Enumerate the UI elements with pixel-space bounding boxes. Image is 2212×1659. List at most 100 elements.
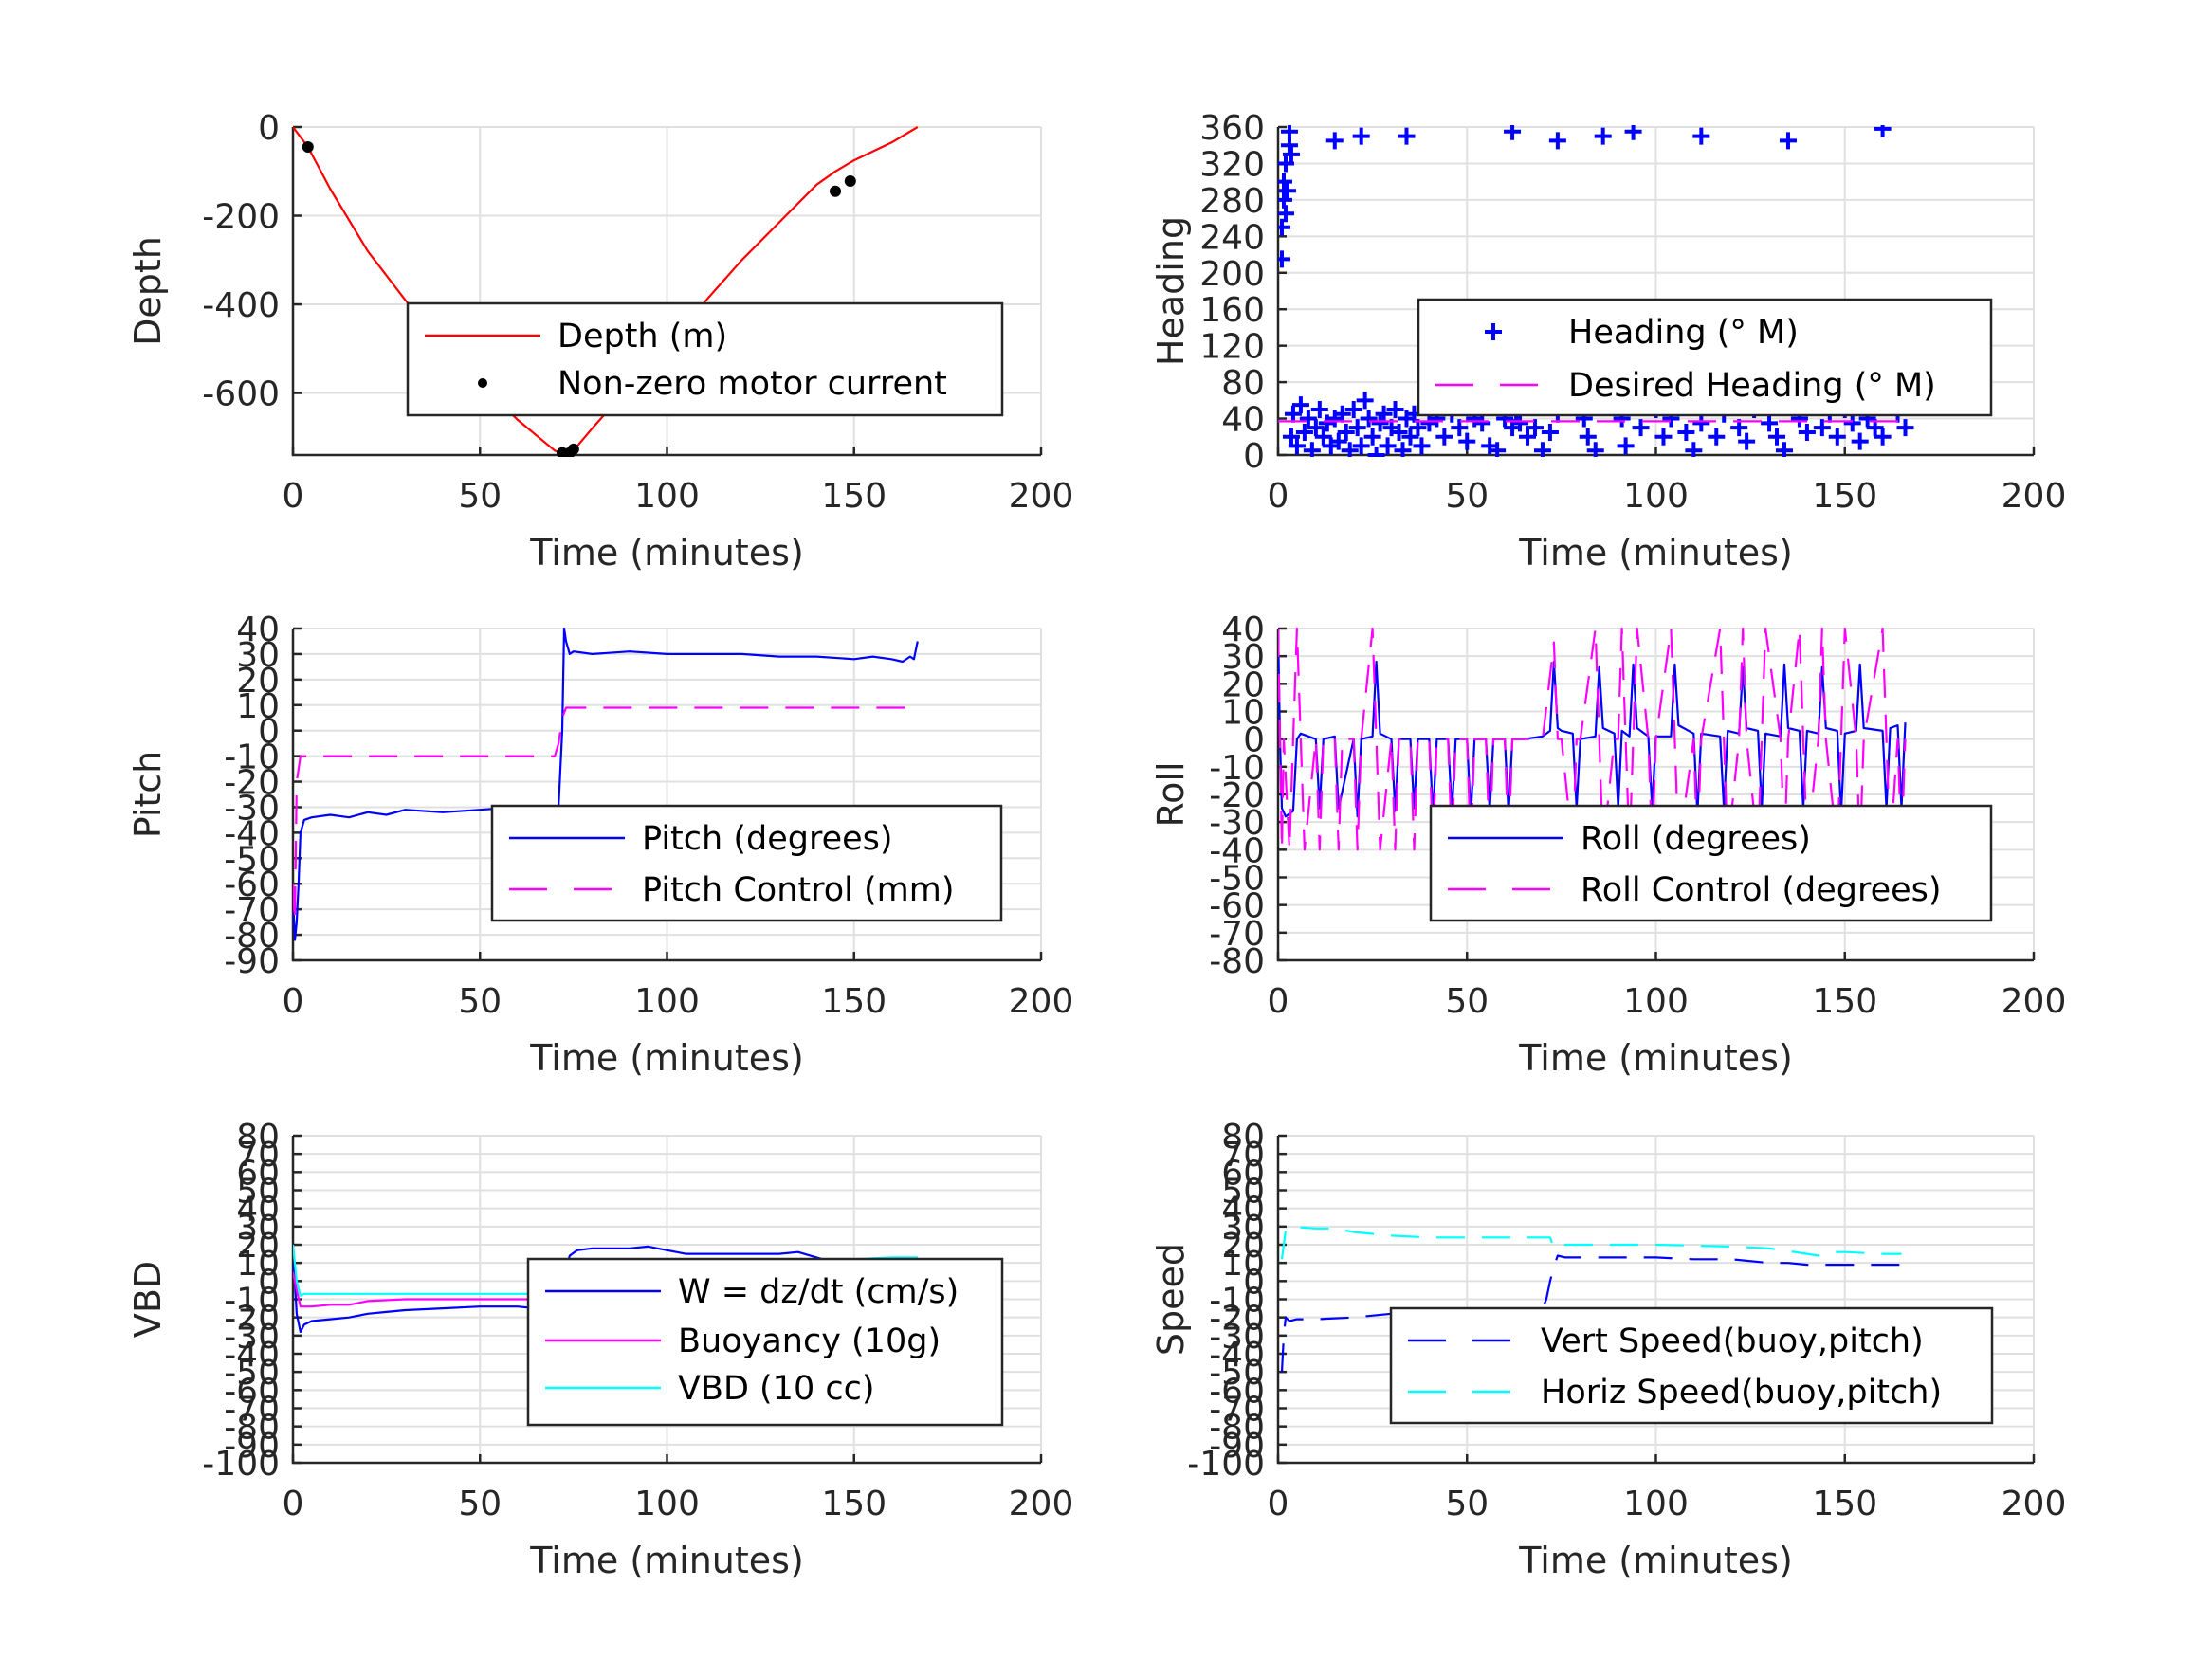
y-tick-label: 360 [1199, 109, 1265, 148]
y-tick-label: -80 [224, 917, 280, 956]
speed-plot-area [1280, 1225, 1907, 1373]
legend-box [1417, 298, 1993, 417]
y-tick-label: 10 [236, 1245, 280, 1284]
pitch-subplot: 0 50 100 150 200403020100-10-20-30-40-50-60-… [127, 611, 1073, 1079]
depth-series-1-point [830, 185, 842, 197]
heading-series-0-point [1360, 410, 1378, 428]
heading-series-0-point [1504, 125, 1522, 140]
heading-series-0-point [1299, 410, 1317, 428]
heading-series-0-point [1768, 428, 1786, 446]
x-tick-label: 200 [1009, 477, 1074, 516]
depth-legend: Depth (m) Non-zero motor current [406, 301, 1004, 417]
y-tick-label: 0 [1243, 1263, 1265, 1302]
x-tick-label: 50 [458, 982, 502, 1021]
depth-series-1-point [567, 443, 579, 455]
legend-marker [1485, 323, 1502, 340]
x-tick-label: 150 [821, 982, 887, 1021]
heading-series-0-point [1435, 428, 1453, 446]
heading-series-0-point [1401, 428, 1419, 446]
legend-box [490, 804, 1003, 922]
y-tick-label: -40 [224, 1336, 280, 1375]
y-tick-label: -60 [224, 866, 280, 904]
heading-series-0-point [1329, 432, 1347, 450]
y-tick-label: 120 [1199, 328, 1265, 367]
y-tick-label: 40 [1221, 401, 1265, 440]
x-tick-label: 50 [1445, 982, 1489, 1021]
x-tick-label: 150 [821, 477, 887, 516]
y-tick-label: -60 [1209, 1372, 1265, 1411]
heading-series-0-point [1813, 419, 1831, 437]
heading-series-0-point [1352, 127, 1370, 145]
x-tick-label: 100 [1623, 477, 1689, 516]
x-tick-label: 0 [1268, 1485, 1289, 1523]
heading-series-0-point [1278, 218, 1290, 236]
heading-y-axis-label: Heading [1150, 216, 1192, 366]
y-tick-label: 280 [1199, 182, 1265, 221]
depth-plot-area [293, 126, 919, 457]
y-tick-label: -50 [1209, 1354, 1265, 1393]
heading-series-0-point [1874, 428, 1892, 446]
x-tick-label: 100 [634, 982, 700, 1021]
x-tick-label: 0 [283, 1485, 304, 1523]
depth-series-1-point [844, 175, 856, 188]
speed-x-axis-label: Time (minutes) [1518, 1540, 1793, 1581]
vbd-x-axis-label: Time (minutes) [529, 1540, 804, 1581]
heading-series-0-point [1798, 423, 1816, 441]
y-tick-label: -600 [202, 375, 280, 414]
y-tick-label: 50 [236, 1173, 280, 1212]
y-tick-label: 40 [1221, 1191, 1265, 1230]
y-tick-label: 20 [1221, 665, 1265, 704]
x-tick-label: 100 [1623, 982, 1689, 1021]
heading-series-0-point [1282, 145, 1300, 163]
heading-series-0-point [1473, 414, 1491, 432]
y-tick-label: 80 [1221, 364, 1265, 403]
depth-subplot: 0 50 100 150 200 0 -200 -400 -600 Time (minutes) D… [127, 109, 1073, 574]
y-tick-label: 60 [236, 1154, 280, 1193]
y-tick-label: -100 [1187, 1445, 1265, 1484]
heading-series-0-point [1677, 423, 1695, 441]
heading-x-axis-label: Time (minutes) [1518, 532, 1793, 574]
x-tick-label: 100 [1623, 1485, 1689, 1523]
y-tick-label: 80 [236, 1118, 280, 1157]
x-tick-label: 200 [1009, 1485, 1074, 1523]
y-tick-label: 0 [258, 1263, 280, 1302]
x-tick-label: 200 [1009, 982, 1074, 1021]
heading-series-0-point [1594, 127, 1612, 145]
heading-series-0-point [1654, 428, 1673, 446]
heading-series-0-point [1278, 155, 1294, 173]
heading-series-0-point [1896, 419, 1914, 437]
y-tick-label: -60 [224, 1372, 280, 1411]
legend-marker [478, 378, 487, 388]
y-tick-label: -50 [224, 1354, 280, 1393]
legend-box [526, 1257, 1004, 1427]
heading-series-0-point [1363, 428, 1381, 446]
heading-series-0-point [1379, 437, 1397, 455]
x-tick-label: 200 [2002, 1485, 2067, 1523]
heading-series-0-point [1519, 428, 1537, 446]
y-tick-label: 50 [1221, 1173, 1265, 1212]
x-tick-label: 0 [283, 477, 304, 516]
y-tick-label: 70 [236, 1136, 280, 1175]
heading-series-0-point [1738, 432, 1756, 450]
legend-entry-label: Roll Control (degrees) [1581, 871, 1942, 909]
y-tick-label: -50 [224, 840, 280, 879]
heading-series-0-point [1533, 442, 1551, 457]
y-tick-label: 40 [236, 611, 280, 649]
y-tick-label: -90 [1209, 1427, 1265, 1466]
heading-series-0-point [1458, 432, 1476, 450]
heading-series-0-point [1344, 400, 1362, 418]
x-tick-label: 0 [1268, 982, 1289, 1021]
heading-series-0-point [1295, 423, 1313, 441]
heading-series-0-point [1761, 414, 1779, 432]
heading-series-0-point [1282, 428, 1300, 446]
y-tick-label: -40 [224, 814, 280, 853]
y-tick-label: 10 [1221, 694, 1265, 733]
y-tick-label: -20 [224, 764, 280, 803]
heading-series-0-point [1843, 414, 1861, 432]
x-tick-label: 150 [821, 1485, 887, 1523]
y-tick-label: 160 [1199, 291, 1265, 330]
x-tick-label: 0 [283, 982, 304, 1021]
heading-series-0-point [1375, 405, 1393, 423]
y-tick-label: -10 [1209, 1282, 1265, 1321]
